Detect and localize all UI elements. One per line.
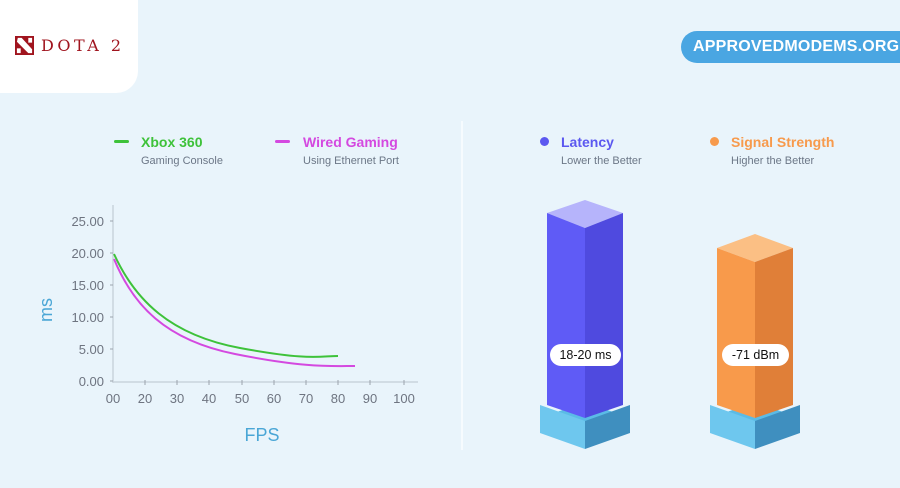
y-tick: 10.00 (71, 310, 104, 325)
x-tick: 100 (393, 391, 415, 406)
legend-signal: Signal Strength Higher the Better (731, 134, 834, 167)
y-tick: 0.00 (79, 374, 104, 389)
dota2-logo: DOTA 2 (15, 36, 125, 55)
y-tick: 20.00 (71, 246, 104, 261)
legend-wired: Wired Gaming Using Ethernet Port (303, 134, 399, 167)
legend-xbox: Xbox 360 Gaming Console (141, 134, 223, 167)
wired-legend-swatch (275, 140, 290, 143)
x-tick: 60 (267, 391, 281, 406)
site-badge: APPROVEDMODEMS.ORG (681, 31, 900, 63)
x-axis-label: FPS (244, 425, 279, 445)
xbox-series-line (113, 253, 339, 358)
game-title: DOTA 2 (41, 36, 125, 55)
legend-latency: Latency Lower the Better (561, 134, 642, 167)
signal-legend-dot (710, 137, 719, 146)
latency-bar (540, 200, 630, 449)
x-tick: 80 (331, 391, 345, 406)
x-tick: 00 (106, 391, 120, 406)
x-tick: 40 (202, 391, 216, 406)
wired-series-line (113, 258, 356, 368)
signal-bar (710, 234, 800, 449)
latency-fps-line-chart: 25.00 20.00 15.00 10.00 5.00 0.00 00 20 … (36, 205, 418, 445)
section-divider (461, 121, 463, 450)
x-tick: 30 (170, 391, 184, 406)
latency-legend-dot (540, 137, 549, 146)
x-tick: 50 (235, 391, 249, 406)
y-tick: 25.00 (71, 214, 104, 229)
legend-title: Signal Strength (731, 134, 835, 150)
y-tick: 15.00 (71, 278, 104, 293)
y-axis-label: ms (36, 298, 56, 322)
x-axis: 00 20 30 40 50 60 70 80 90 100 (106, 391, 415, 406)
signal-value-label: -71 dBm (722, 344, 789, 366)
legend-subtitle: Using Ethernet Port (303, 155, 399, 167)
legend-subtitle: Higher the Better (731, 155, 815, 167)
dota-emblem-icon (15, 36, 34, 55)
legend-subtitle: Lower the Better (561, 155, 642, 167)
y-axis: 25.00 20.00 15.00 10.00 5.00 0.00 (71, 214, 104, 389)
legend-title: Latency (561, 134, 614, 150)
xbox-legend-swatch (114, 140, 129, 143)
x-tick: 90 (363, 391, 377, 406)
legend-subtitle: Gaming Console (141, 155, 223, 167)
legend-title: Wired Gaming (303, 134, 398, 150)
x-tick: 70 (299, 391, 313, 406)
latency-value-label: 18-20 ms (550, 344, 621, 366)
legend-title: Xbox 360 (141, 134, 203, 150)
y-tick: 5.00 (79, 342, 104, 357)
x-tick: 20 (138, 391, 152, 406)
